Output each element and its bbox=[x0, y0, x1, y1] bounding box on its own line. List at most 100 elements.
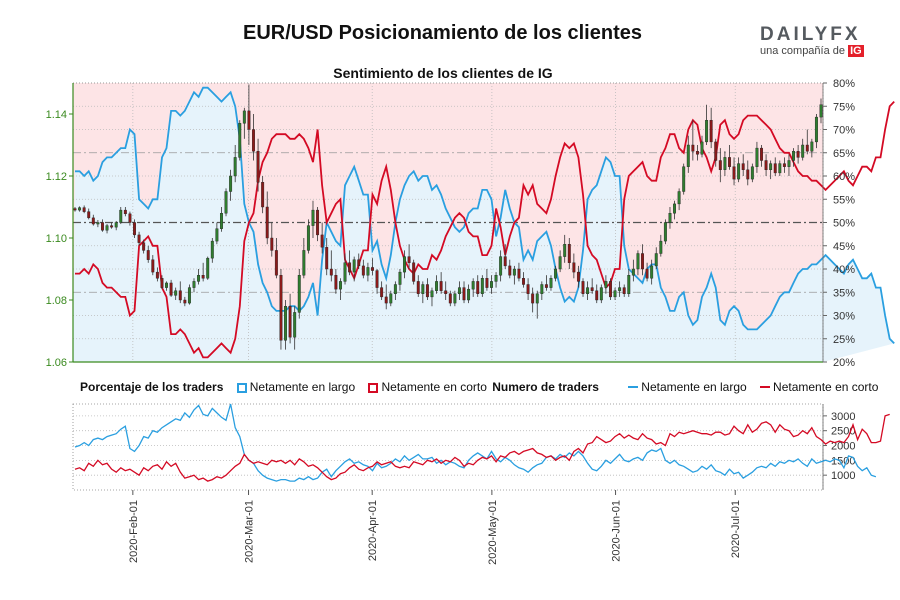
candle-body bbox=[242, 110, 246, 124]
candle-body bbox=[256, 150, 260, 183]
candle-body bbox=[654, 253, 658, 267]
right-axis-tick-label: 75% bbox=[833, 101, 855, 113]
candle-body bbox=[155, 271, 159, 279]
candle-body bbox=[544, 284, 548, 288]
candle-body bbox=[146, 250, 150, 260]
candle-body bbox=[306, 225, 310, 251]
candle-body bbox=[142, 242, 146, 251]
candle-body bbox=[114, 222, 118, 228]
candle-body bbox=[105, 225, 109, 231]
candle-body bbox=[375, 270, 379, 288]
candle-body bbox=[503, 256, 507, 267]
candle-body bbox=[183, 299, 187, 304]
candle-body bbox=[197, 275, 201, 282]
candle-body bbox=[329, 268, 333, 276]
x-axis-tick-label: 2020-Mar-01 bbox=[244, 500, 256, 563]
legend-pct-long-label: Netamente en largo bbox=[249, 380, 356, 394]
candle-body bbox=[814, 116, 818, 143]
candle-body bbox=[540, 284, 544, 295]
candle-body bbox=[467, 288, 471, 301]
candle-body bbox=[590, 287, 594, 291]
candle-body bbox=[531, 293, 535, 304]
right-axis-tick-label: 70% bbox=[833, 125, 855, 137]
candle-body bbox=[123, 209, 127, 215]
candle-body bbox=[769, 163, 773, 171]
candle-body bbox=[407, 256, 411, 264]
legend: Porcentaje de los traders Netamente en l… bbox=[80, 380, 878, 394]
candle-body bbox=[764, 160, 768, 171]
legend-num-short-swatch bbox=[760, 386, 771, 388]
candle-body bbox=[563, 243, 567, 257]
candle-body bbox=[133, 222, 136, 236]
lower-right-axis-tick-label: 2000 bbox=[831, 441, 855, 453]
candle-body bbox=[631, 268, 635, 276]
candle-body bbox=[270, 237, 274, 251]
chart-subtitle: Sentimiento de los clientes de IG bbox=[333, 65, 553, 81]
candle-body bbox=[78, 207, 82, 211]
x-axis-tick-label: 2020-Jun-01 bbox=[611, 500, 623, 562]
legend-pct-long-swatch bbox=[236, 383, 247, 393]
right-axis-tick-label: 55% bbox=[833, 194, 855, 206]
candle-body bbox=[462, 287, 466, 301]
right-axis-tick-label: 45% bbox=[833, 241, 855, 253]
candle-body bbox=[274, 250, 278, 276]
candle-body bbox=[796, 150, 800, 158]
candle-body bbox=[636, 253, 640, 270]
candle-body bbox=[119, 209, 123, 223]
candle-body bbox=[187, 287, 191, 304]
logo-sub-text: una compañía de IG bbox=[760, 45, 870, 57]
candle-body bbox=[732, 166, 736, 180]
candle-body bbox=[293, 312, 297, 338]
candle-body bbox=[572, 262, 576, 273]
right-axis-tick-label: 50% bbox=[833, 218, 855, 230]
candle-body bbox=[348, 262, 352, 273]
lower-right-axis-tick-label: 3000 bbox=[831, 411, 855, 423]
left-axis-tick-label: 1.08 bbox=[46, 295, 67, 307]
candle-body bbox=[403, 256, 406, 273]
candle-body bbox=[444, 290, 448, 295]
candle-body bbox=[110, 225, 114, 228]
legend-pct-title: Porcentaje de los traders bbox=[80, 380, 224, 394]
candle-body bbox=[705, 119, 709, 143]
candle-body bbox=[334, 275, 338, 290]
candle-body bbox=[782, 163, 786, 167]
candle-body bbox=[778, 163, 782, 174]
candle-body bbox=[371, 267, 374, 271]
candle-body bbox=[499, 256, 503, 276]
candle-body bbox=[490, 281, 493, 288]
candle-body bbox=[288, 306, 292, 338]
candle-body bbox=[535, 293, 539, 304]
candle-body bbox=[311, 209, 315, 226]
candle-body bbox=[338, 281, 342, 290]
candle-body bbox=[691, 144, 695, 152]
candle-body bbox=[174, 290, 178, 296]
candle-body bbox=[728, 157, 731, 167]
plot-frame-lower bbox=[72, 403, 824, 491]
candle-body bbox=[609, 281, 612, 298]
candle-body bbox=[695, 150, 699, 155]
candle-body bbox=[261, 181, 265, 208]
candle-body bbox=[284, 306, 287, 341]
series-line-pct-long bbox=[75, 86, 895, 345]
candle-body bbox=[439, 281, 443, 291]
candle-body bbox=[448, 293, 452, 304]
candle-body bbox=[677, 191, 681, 205]
candle-body bbox=[512, 268, 516, 276]
candle-body bbox=[526, 284, 530, 295]
candle-body bbox=[238, 123, 242, 158]
candle-body bbox=[659, 240, 663, 254]
candle-body bbox=[576, 271, 580, 282]
legend-num-title: Numero de traders bbox=[492, 380, 599, 394]
candle-body bbox=[265, 206, 269, 239]
candle-body bbox=[128, 213, 132, 223]
legend-pct-short-swatch bbox=[368, 383, 379, 393]
candle-body bbox=[787, 160, 791, 167]
candle-body bbox=[810, 141, 814, 152]
candle-body bbox=[430, 290, 434, 298]
x-axis-tick-label: 2020-May-01 bbox=[487, 500, 499, 565]
logo-tagline: una compañía de bbox=[760, 45, 846, 57]
long-sentiment-area bbox=[73, 87, 895, 362]
candle-body bbox=[517, 268, 521, 279]
candle-body bbox=[723, 157, 727, 170]
candle-body bbox=[421, 284, 425, 295]
